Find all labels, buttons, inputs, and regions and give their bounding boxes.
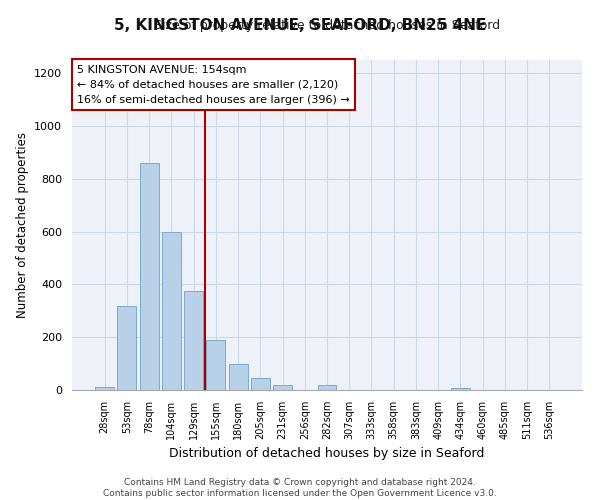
Bar	[451, 388, 470, 390]
Bar	[162, 232, 181, 390]
Bar	[273, 384, 292, 390]
Text: 5 KINGSTON AVENUE: 154sqm
← 84% of detached houses are smaller (2,120)
16% of se: 5 KINGSTON AVENUE: 154sqm ← 84% of detac…	[77, 65, 350, 104]
Bar	[140, 163, 158, 390]
Title: Size of property relative to detached houses in Seaford: Size of property relative to detached ho…	[154, 20, 500, 32]
Text: 5, KINGSTON AVENUE, SEAFORD, BN25 4NE: 5, KINGSTON AVENUE, SEAFORD, BN25 4NE	[114, 18, 486, 32]
Text: Contains HM Land Registry data © Crown copyright and database right 2024.
Contai: Contains HM Land Registry data © Crown c…	[103, 478, 497, 498]
Bar	[251, 378, 270, 390]
Bar	[118, 306, 136, 390]
Bar	[95, 387, 114, 390]
Bar	[184, 291, 203, 390]
Bar	[206, 340, 225, 390]
X-axis label: Distribution of detached houses by size in Seaford: Distribution of detached houses by size …	[169, 448, 485, 460]
Y-axis label: Number of detached properties: Number of detached properties	[16, 132, 29, 318]
Bar	[229, 364, 248, 390]
Bar	[317, 384, 337, 390]
